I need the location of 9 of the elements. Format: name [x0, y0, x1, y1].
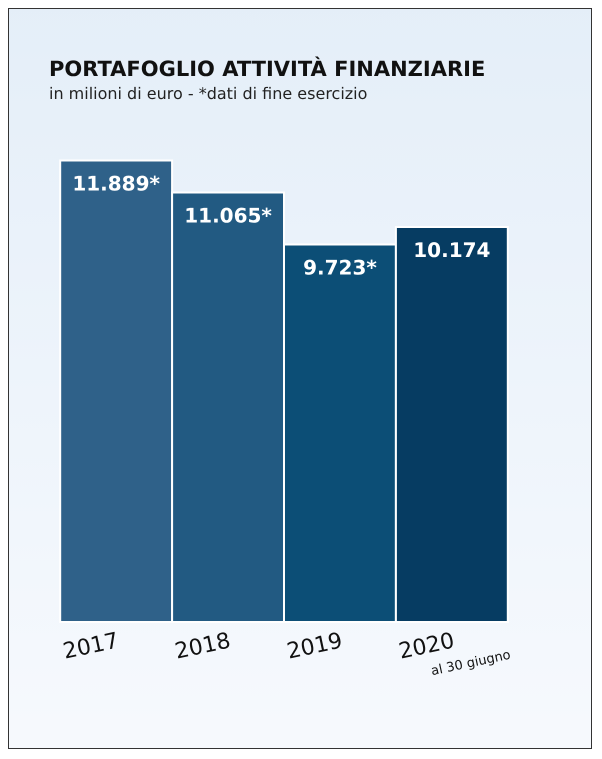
- data-label: 11.889*: [72, 171, 160, 196]
- x-tick-label: 2019: [284, 628, 345, 665]
- data-label: 9.723*: [303, 256, 378, 280]
- x-tick-label: 2017: [60, 628, 121, 665]
- chart-title: PORTAFOGLIO ATTIVITÀ FINANZIARIE: [49, 56, 486, 81]
- chart-subtitle: in milioni di euro - *dati di fine esercizio: [49, 84, 368, 103]
- data-label: 11.065*: [184, 203, 272, 228]
- x-tick-label: 2018: [172, 628, 233, 665]
- data-label: 10.174: [413, 238, 490, 262]
